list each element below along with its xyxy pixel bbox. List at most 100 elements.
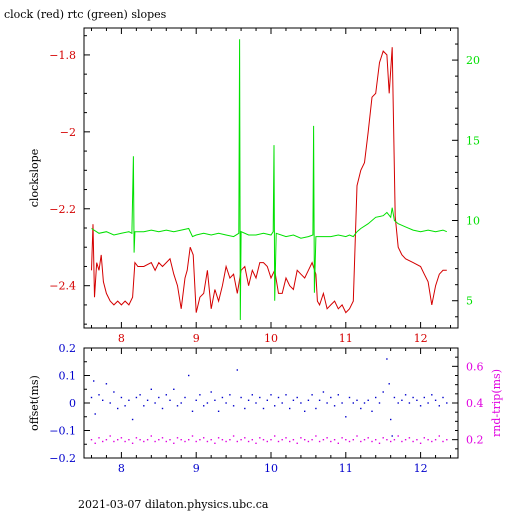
scatter-point-magenta <box>274 435 276 437</box>
scatter-point-blue <box>206 402 209 404</box>
scatter-point-blue <box>210 391 212 393</box>
scatter-point-magenta <box>304 439 306 441</box>
scatter-point-magenta <box>124 440 126 443</box>
scatter-point-blue <box>124 405 126 407</box>
scatter-point-blue <box>281 402 283 404</box>
scatter-point-blue <box>408 402 411 404</box>
scatter-point-blue <box>105 383 108 385</box>
y-right-tick-label: 0.2 <box>466 434 484 447</box>
scatter-point-blue <box>277 396 280 399</box>
scatter-point-magenta <box>289 440 291 443</box>
y-tick-label: 0 <box>69 397 76 410</box>
y-tick-label: −2.2 <box>49 203 76 216</box>
scatter-point-blue <box>311 394 313 396</box>
scatter-point-magenta <box>300 437 302 439</box>
scatter-point-blue <box>431 394 433 396</box>
scatter-point-magenta <box>131 442 134 444</box>
scatter-point-blue <box>94 413 96 415</box>
scatter-point-blue <box>146 399 149 401</box>
scatter-point-blue <box>113 391 115 393</box>
scatter-point-magenta <box>244 437 246 439</box>
scatter-point-blue <box>225 402 227 404</box>
scatter-point-blue <box>143 405 145 407</box>
scatter-point-blue <box>307 399 310 401</box>
scatter-point-blue <box>442 396 444 399</box>
scatter-point-blue <box>217 410 220 412</box>
scatter-point-blue <box>270 394 272 396</box>
scatter-point-magenta <box>341 437 343 439</box>
scatter-point-magenta <box>113 440 115 443</box>
x-tick-label: 8 <box>118 332 125 345</box>
scatter-point-blue <box>391 435 393 437</box>
scatter-point-blue <box>251 394 253 396</box>
slopes-panel: 8 9 10 11 12 −2.4 −2.2 −2 −1.8 5 10 15 20 clockslope <box>28 27 480 345</box>
scatter-point-magenta <box>161 437 164 439</box>
scatter-point-magenta <box>146 439 149 441</box>
scatter-point-blue <box>176 405 179 407</box>
scatter-point-blue <box>259 396 261 399</box>
scatter-point-magenta <box>206 440 209 443</box>
scatter-point-magenta <box>382 437 384 439</box>
scatter-point-magenta <box>94 442 96 444</box>
scatter-point-magenta <box>434 439 437 441</box>
scatter-point-magenta <box>352 439 354 441</box>
scatter-point-magenta <box>431 440 433 443</box>
y-right-tick-label: 15 <box>466 134 480 147</box>
x-tick-label: 9 <box>193 332 200 345</box>
scatter-point-blue <box>128 399 130 401</box>
scatter-point-magenta <box>120 437 123 439</box>
scatter-point-magenta <box>277 440 280 443</box>
x-tick-label: 12 <box>414 462 428 475</box>
scatter-point-blue <box>300 402 302 404</box>
scatter-point-blue <box>367 399 369 401</box>
scatter-point-blue <box>135 396 138 399</box>
scatter-point-magenta <box>135 437 138 439</box>
scatter-point-blue <box>378 402 381 404</box>
scatter-point-magenta <box>229 439 231 441</box>
scatter-point-blue <box>434 399 437 401</box>
scatter-point-blue <box>191 410 194 412</box>
scatter-point-blue <box>371 410 373 412</box>
scatter-point-blue <box>232 405 235 407</box>
scatter-point-magenta <box>128 439 130 441</box>
scatter-point-magenta <box>199 439 201 441</box>
y-right-tick-label: 5 <box>466 295 473 308</box>
y-tick-label: −0.1 <box>49 425 76 438</box>
scatter-point-blue <box>240 396 242 399</box>
scatter-point-magenta <box>416 439 418 441</box>
scatter-point-magenta <box>285 437 287 439</box>
scatter-point-magenta <box>90 439 93 441</box>
scatter-point-magenta <box>210 439 212 441</box>
scatter-point-blue <box>274 405 276 407</box>
scatter-point-magenta <box>404 439 407 441</box>
scatter-point-blue <box>247 399 250 401</box>
scatter-point-magenta <box>259 437 261 439</box>
scatter-point-blue <box>382 391 384 393</box>
scatter-point-magenta <box>195 440 197 443</box>
scatter-point-blue <box>236 369 238 371</box>
scatter-point-blue <box>423 396 425 399</box>
scatter-point-blue <box>195 399 197 401</box>
footer-label: 2021-03-07 dilaton.physics.ubc.ca <box>78 498 269 511</box>
scatter-point-blue <box>352 402 354 404</box>
scatter-point-blue <box>221 396 224 399</box>
scatter-point-magenta <box>419 442 422 444</box>
scatter-point-magenta <box>311 439 313 441</box>
scatter-point-blue <box>255 402 257 404</box>
y-tick-label: −2.4 <box>49 280 76 293</box>
scatter-point-magenta <box>109 435 111 437</box>
scatter-point-blue <box>150 388 152 390</box>
scatter-point-blue <box>416 399 418 401</box>
scatter-point-magenta <box>184 440 186 443</box>
scatter-point-magenta <box>191 435 194 437</box>
scatter-point-magenta <box>180 439 182 441</box>
scatter-point-magenta <box>176 437 179 439</box>
scatter-point-magenta <box>154 440 156 443</box>
scatter-point-blue <box>161 407 164 410</box>
scatter-point-magenta <box>438 435 440 437</box>
scatter-point-blue <box>304 410 306 412</box>
scatter-point-magenta <box>221 439 224 441</box>
scatter-point-blue <box>356 399 358 401</box>
scatter-point-magenta <box>307 440 310 443</box>
x-tick-label: 8 <box>118 462 125 475</box>
